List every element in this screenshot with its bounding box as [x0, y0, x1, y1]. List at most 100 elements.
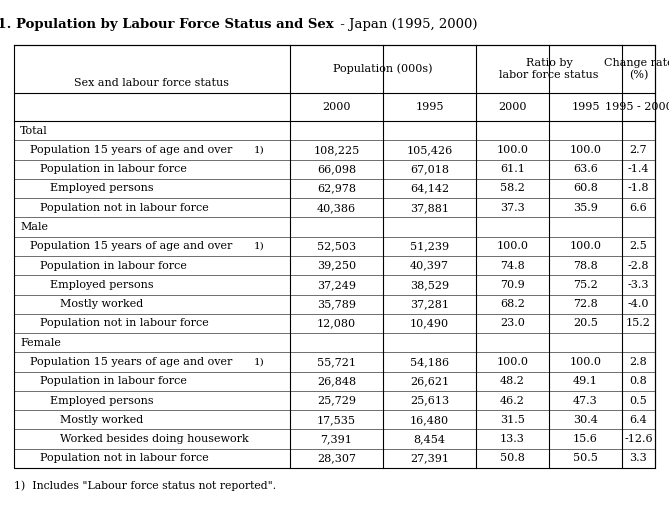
Text: 35.9: 35.9: [573, 203, 598, 213]
Text: 20.5: 20.5: [573, 318, 598, 328]
Text: 75.2: 75.2: [573, 280, 598, 290]
Text: 31.5: 31.5: [500, 415, 525, 425]
Text: 66,098: 66,098: [317, 164, 356, 174]
Text: - Japan (1995, 2000): - Japan (1995, 2000): [336, 18, 478, 31]
Text: 105,426: 105,426: [406, 145, 453, 155]
Text: 28,307: 28,307: [317, 454, 356, 463]
Text: 0.8: 0.8: [630, 376, 648, 386]
Text: 40,386: 40,386: [317, 203, 356, 213]
Text: 1995: 1995: [415, 102, 444, 112]
Text: 8,454: 8,454: [413, 434, 446, 444]
Text: 15.2: 15.2: [626, 318, 651, 328]
Text: -3.3: -3.3: [628, 280, 649, 290]
Text: 1): 1): [254, 146, 265, 154]
Text: 40,397: 40,397: [410, 261, 449, 270]
Text: 51,239: 51,239: [410, 241, 449, 251]
Text: Employed persons: Employed persons: [50, 396, 154, 406]
Text: 49.1: 49.1: [573, 376, 598, 386]
Text: 37,881: 37,881: [410, 203, 449, 213]
Text: 100.0: 100.0: [496, 145, 529, 155]
Text: Worked besides doing housework: Worked besides doing housework: [60, 434, 249, 444]
Text: 54,186: 54,186: [410, 357, 449, 367]
Text: 58.2: 58.2: [500, 184, 525, 194]
Text: 30.4: 30.4: [573, 415, 598, 425]
Text: Population in labour force: Population in labour force: [40, 164, 187, 174]
Text: 13.3: 13.3: [500, 434, 525, 444]
Text: 2000: 2000: [498, 102, 527, 112]
Text: 63.6: 63.6: [573, 164, 598, 174]
Text: -1.4: -1.4: [628, 164, 649, 174]
Text: Population not in labour force: Population not in labour force: [40, 318, 209, 328]
Text: Mostly worked: Mostly worked: [60, 299, 143, 309]
Text: 16,480: 16,480: [410, 415, 449, 425]
Text: 25,613: 25,613: [410, 396, 449, 406]
Text: Ratio by
labor force status: Ratio by labor force status: [499, 58, 599, 80]
Text: 1): 1): [254, 242, 265, 251]
Text: 17,535: 17,535: [317, 415, 356, 425]
Text: -2.8: -2.8: [628, 261, 649, 270]
Text: 37,281: 37,281: [410, 299, 449, 309]
Text: 27,391: 27,391: [410, 454, 449, 463]
Text: 55,721: 55,721: [317, 357, 356, 367]
Text: Population not in labour force: Population not in labour force: [40, 203, 209, 213]
Text: 2.5: 2.5: [630, 241, 648, 251]
Text: 61.1: 61.1: [500, 164, 525, 174]
Text: 26,621: 26,621: [410, 376, 449, 386]
Text: 100.0: 100.0: [496, 241, 529, 251]
Text: 0.5: 0.5: [630, 396, 648, 406]
Text: 37,249: 37,249: [317, 280, 356, 290]
Text: 100.0: 100.0: [569, 241, 601, 251]
Text: 78.8: 78.8: [573, 261, 598, 270]
Text: 100.0: 100.0: [496, 357, 529, 367]
Text: 72.8: 72.8: [573, 299, 598, 309]
Text: 2.8: 2.8: [630, 357, 648, 367]
Text: 7,391: 7,391: [320, 434, 353, 444]
Text: 6.6: 6.6: [630, 203, 648, 213]
Text: Employed persons: Employed persons: [50, 280, 154, 290]
Text: Population 15 years of age and over: Population 15 years of age and over: [30, 357, 232, 367]
Text: 23.0: 23.0: [500, 318, 525, 328]
Text: Population 15 years of age and over: Population 15 years of age and over: [30, 145, 232, 155]
Text: Mostly worked: Mostly worked: [60, 415, 143, 425]
Text: 1995: 1995: [571, 102, 599, 112]
Text: 2000: 2000: [322, 102, 351, 112]
Text: Population (000s): Population (000s): [333, 63, 433, 74]
Text: 100.0: 100.0: [569, 145, 601, 155]
Text: 108,225: 108,225: [313, 145, 360, 155]
Text: 50.8: 50.8: [500, 454, 525, 463]
Text: 15.6: 15.6: [573, 434, 598, 444]
Text: 46.2: 46.2: [500, 396, 525, 406]
Text: Change rate
(%): Change rate (%): [603, 58, 669, 80]
Text: 1)  Includes "Labour force status not reported".: 1) Includes "Labour force status not rep…: [14, 480, 276, 491]
Text: 3.3: 3.3: [630, 454, 648, 463]
Text: -12.6: -12.6: [624, 434, 653, 444]
Text: 48.2: 48.2: [500, 376, 525, 386]
Text: 67,018: 67,018: [410, 164, 449, 174]
Text: 12,080: 12,080: [317, 318, 356, 328]
Text: 1995 - 2000: 1995 - 2000: [605, 102, 669, 112]
Text: 68.2: 68.2: [500, 299, 525, 309]
Text: 70.9: 70.9: [500, 280, 525, 290]
Text: 6.4: 6.4: [630, 415, 648, 425]
Text: Population in labour force: Population in labour force: [40, 261, 187, 270]
Text: 38,529: 38,529: [410, 280, 449, 290]
Text: Male: Male: [20, 222, 48, 232]
Text: Total: Total: [20, 125, 47, 136]
Text: Population in labour force: Population in labour force: [40, 376, 187, 386]
Text: 26,848: 26,848: [317, 376, 356, 386]
Text: Employed persons: Employed persons: [50, 184, 154, 194]
Text: 39,250: 39,250: [317, 261, 356, 270]
Text: 60.8: 60.8: [573, 184, 598, 194]
Text: 100.0: 100.0: [569, 357, 601, 367]
Text: Female: Female: [20, 337, 61, 348]
Text: 35,789: 35,789: [317, 299, 356, 309]
Text: 37.3: 37.3: [500, 203, 525, 213]
Text: 52,503: 52,503: [317, 241, 356, 251]
Text: -4.0: -4.0: [628, 299, 649, 309]
Text: Population not in labour force: Population not in labour force: [40, 454, 209, 463]
Text: 25,729: 25,729: [317, 396, 356, 406]
Text: 64,142: 64,142: [410, 184, 449, 194]
Text: 62,978: 62,978: [317, 184, 356, 194]
Text: 47.3: 47.3: [573, 396, 598, 406]
Text: 2.7: 2.7: [630, 145, 648, 155]
